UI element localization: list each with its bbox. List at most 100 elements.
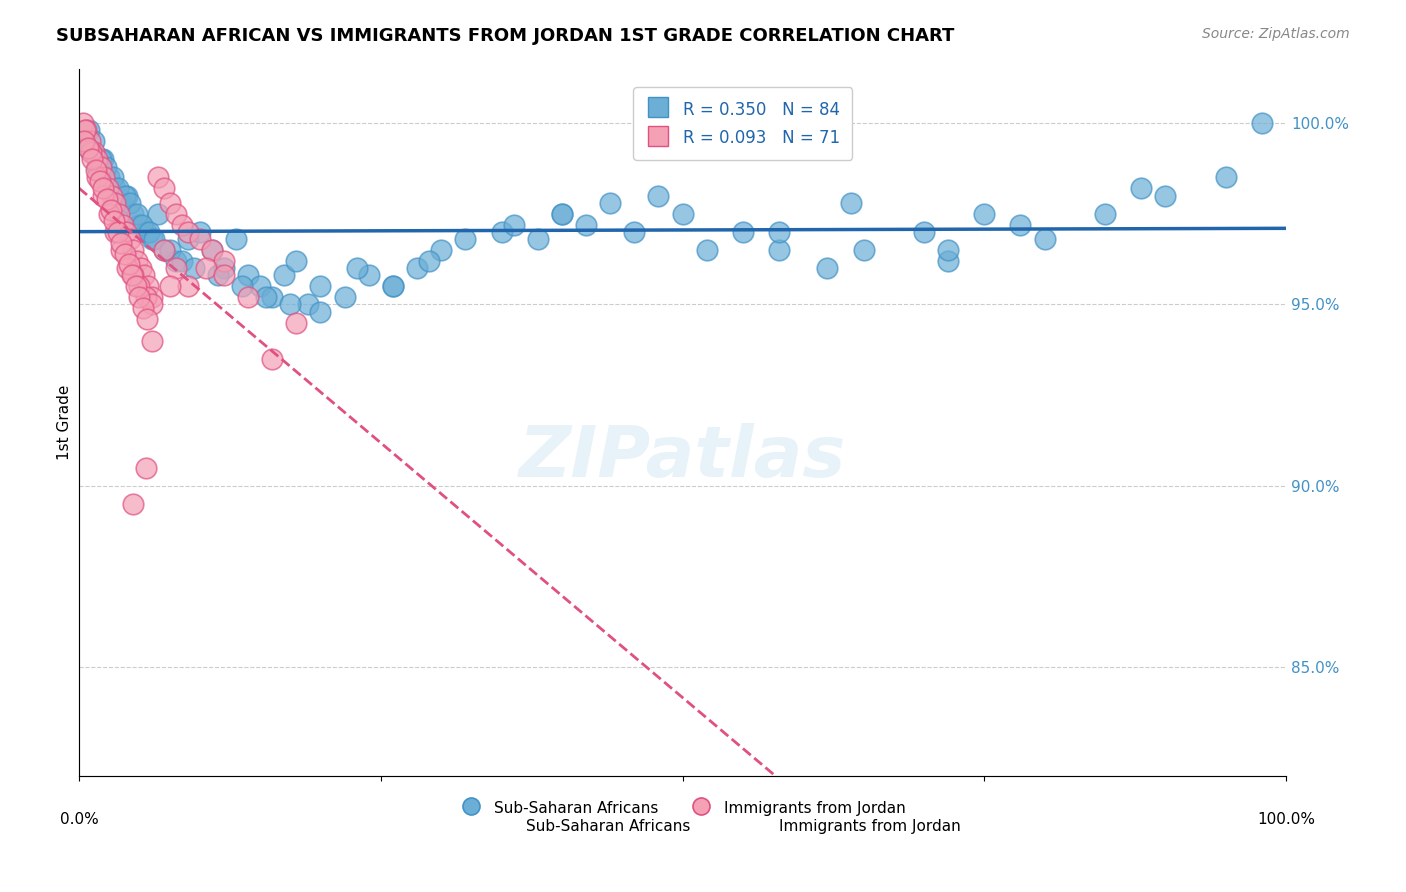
Point [768,243,790,257]
Point [72,116,94,130]
Point [80,145,103,159]
Legend: Sub-Saharan Africans, Immigrants from Jordan: Sub-Saharan Africans, Immigrants from Jo… [451,791,914,825]
Point [132,301,155,315]
Point [122,497,145,511]
Point [346,261,368,276]
Point [146,170,169,185]
Point [73,134,96,148]
Point [1154,188,1177,202]
Point [177,232,200,246]
Text: SUBSAHARAN AFRICAN VS IMMIGRANTS FROM JORDAN 1ST GRADE CORRELATION CHART: SUBSAHARAN AFRICAN VS IMMIGRANTS FROM JO… [56,27,955,45]
Point [111,218,134,232]
Point [128,290,150,304]
Point [97,181,120,195]
Point [194,261,217,276]
Point [90,153,112,167]
Point [671,207,693,221]
Point [1094,207,1116,221]
Point [128,218,150,232]
Point [912,225,935,239]
Point [159,243,181,257]
Point [100,188,122,202]
Point [86,153,108,167]
Point [159,279,181,293]
Point [98,170,121,185]
Point [84,163,107,178]
Point [83,145,105,159]
Text: Sub-Saharan Africans: Sub-Saharan Africans [526,819,690,834]
Point [278,297,301,311]
Point [236,268,259,283]
Point [107,225,129,239]
Point [114,188,136,202]
Point [118,195,141,210]
Point [599,195,621,210]
Point [165,253,187,268]
Point [134,460,156,475]
Point [86,170,108,185]
Point [1215,170,1237,185]
Point [165,207,187,221]
Point [254,290,277,304]
Point [91,188,114,202]
Point [231,279,253,293]
Point [159,195,181,210]
Point [122,268,145,283]
Point [201,243,224,257]
Point [225,232,247,246]
Point [122,243,145,257]
Point [134,268,156,283]
Y-axis label: 1st Grade: 1st Grade [58,384,72,460]
Point [91,181,114,195]
Point [75,123,97,137]
Point [236,290,259,304]
Point [117,258,139,272]
Point [110,243,132,257]
Point [551,207,574,221]
Point [1130,181,1153,195]
Point [309,304,332,318]
Point [152,243,174,257]
Point [141,334,163,348]
Point [430,243,453,257]
Point [90,160,112,174]
Point [117,188,139,202]
Text: 0.0%: 0.0% [59,813,98,828]
Point [146,207,169,221]
Point [262,351,284,366]
Point [152,181,174,195]
Point [108,207,131,221]
Text: ZIPatlas: ZIPatlas [519,423,846,492]
Point [76,141,98,155]
Point [1033,232,1056,246]
Point [201,243,224,257]
Point [110,195,132,210]
Point [731,225,754,239]
Point [136,279,159,293]
Point [125,207,148,221]
Point [357,268,380,283]
Point [381,279,404,293]
Point [647,188,669,202]
Point [104,195,127,210]
Point [491,225,513,239]
Point [418,253,440,268]
Point [103,214,125,228]
Point [454,232,477,246]
Point [575,218,598,232]
Text: 100.0%: 100.0% [1257,813,1315,828]
Point [141,290,163,304]
Point [188,225,211,239]
Point [142,232,165,246]
Point [1250,116,1272,130]
Point [551,207,574,221]
Point [128,279,150,293]
Point [273,268,295,283]
Point [135,312,157,326]
Point [125,279,148,293]
Point [86,160,108,174]
Point [170,253,193,268]
Point [285,253,308,268]
Point [285,316,308,330]
Point [188,232,211,246]
